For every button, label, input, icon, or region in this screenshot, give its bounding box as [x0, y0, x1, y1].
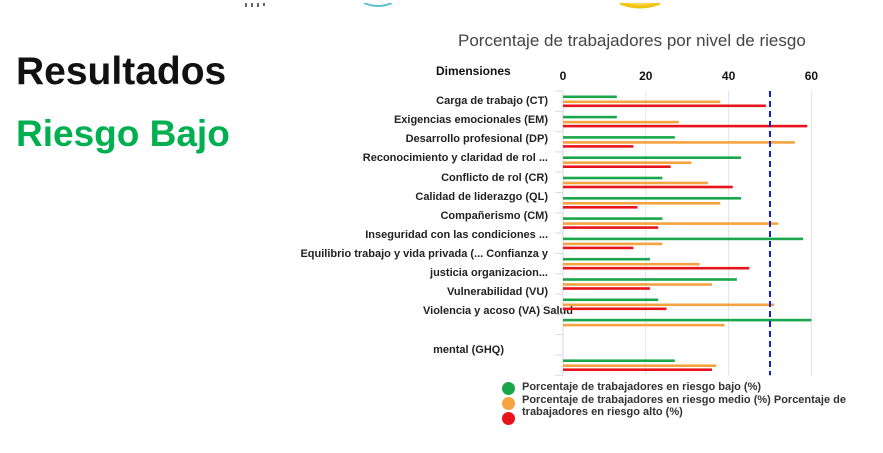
bar-riesgo-alto	[563, 206, 638, 209]
bar-riesgo-medio	[563, 262, 700, 266]
legend-text: Porcentaje de trabajadores en riesgo med…	[522, 394, 846, 406]
x-tick-label: 40	[722, 69, 736, 83]
category-label: Desarrollo profesional (DP)	[405, 133, 548, 145]
category-label: Calidad de liderazgo (QL)	[415, 191, 548, 203]
bar-riesgo-bajo	[563, 197, 742, 200]
y-axis-label: Dimensiones	[436, 64, 511, 78]
bar-riesgo-medio	[563, 283, 713, 286]
bar-riesgo-bajo	[563, 156, 742, 159]
bar-riesgo-medio	[563, 141, 795, 144]
category-label: Carga de trabajo (CT)	[436, 95, 548, 107]
category-label: Conflicto de rol (CR)	[441, 172, 548, 184]
bar-riesgo-bajo	[563, 318, 812, 322]
bar-riesgo-alto	[563, 246, 634, 250]
bar-riesgo-medio	[563, 364, 717, 367]
bar-riesgo-bajo	[563, 217, 663, 220]
bar-riesgo-alto	[563, 165, 671, 168]
category-label: Vulnerabilidad (VU)	[446, 286, 548, 298]
bar-riesgo-bajo	[563, 176, 663, 180]
bar-riesgo-medio	[563, 242, 663, 246]
bar-riesgo-medio	[563, 181, 708, 185]
bar-riesgo-medio	[563, 222, 779, 225]
x-tick-label: 0	[560, 69, 567, 83]
bar-riesgo-bajo	[563, 257, 650, 261]
logo-fragments-icon	[245, 1, 661, 9]
bar-riesgo-alto	[563, 124, 808, 128]
bar-riesgo-bajo	[563, 95, 617, 99]
bar-riesgo-medio	[563, 323, 725, 327]
bar-riesgo-bajo	[563, 359, 675, 362]
bar-riesgo-alto	[563, 226, 659, 229]
bar-riesgo-alto	[563, 145, 634, 148]
bar-riesgo-bajo	[563, 115, 617, 119]
bar-riesgo-medio	[563, 303, 775, 307]
bar-riesgo-bajo	[563, 237, 804, 241]
category-label: Compañerismo (CM)	[440, 210, 548, 222]
legend-text: Porcentaje de trabajadores en riesgo baj…	[522, 381, 762, 393]
bar-riesgo-bajo	[563, 278, 737, 281]
bar-riesgo-alto	[563, 185, 733, 189]
category-label: Inseguridad con las condiciones ...	[365, 229, 548, 241]
bar-riesgo-alto	[563, 266, 750, 270]
bar-riesgo-medio	[563, 202, 721, 205]
category-label: Violencia y acoso (VA) Salud	[423, 305, 573, 317]
bar-riesgo-medio	[563, 161, 692, 164]
decorative-header-icons	[0, 0, 883, 10]
legend-dot-medio	[502, 397, 515, 410]
category-label: justicia organizacion...	[430, 267, 548, 279]
bar-riesgo-bajo	[563, 136, 675, 139]
bar-riesgo-medio	[563, 100, 721, 104]
legend-text: trabajadores en riesgo alto (%)	[522, 406, 683, 418]
bar-riesgo-alto	[563, 287, 650, 290]
x-tick-label: 60	[805, 69, 819, 83]
chart-title: Porcentaje de trabajadores por nivel de …	[458, 31, 806, 50]
legend-dot-alto	[502, 412, 515, 425]
bar-riesgo-alto	[563, 307, 667, 311]
x-tick-label: 20	[639, 69, 653, 83]
category-label: Reconocimiento y claridad de rol ...	[362, 152, 548, 164]
category-label: Equilibrio trabajo y vida privada (... C…	[300, 248, 548, 260]
slide-subheading: Riesgo Bajo	[16, 113, 230, 154]
bar-riesgo-alto	[563, 104, 766, 108]
bar-riesgo-bajo	[563, 298, 659, 302]
category-label: mental (GHQ)	[433, 344, 504, 356]
slide-heading: Resultados	[16, 50, 227, 93]
bar-riesgo-alto	[563, 368, 713, 371]
category-label: Exigencias emocionales (EM)	[393, 114, 548, 126]
legend-dot-bajo	[502, 382, 515, 395]
bar-riesgo-medio	[563, 120, 679, 124]
